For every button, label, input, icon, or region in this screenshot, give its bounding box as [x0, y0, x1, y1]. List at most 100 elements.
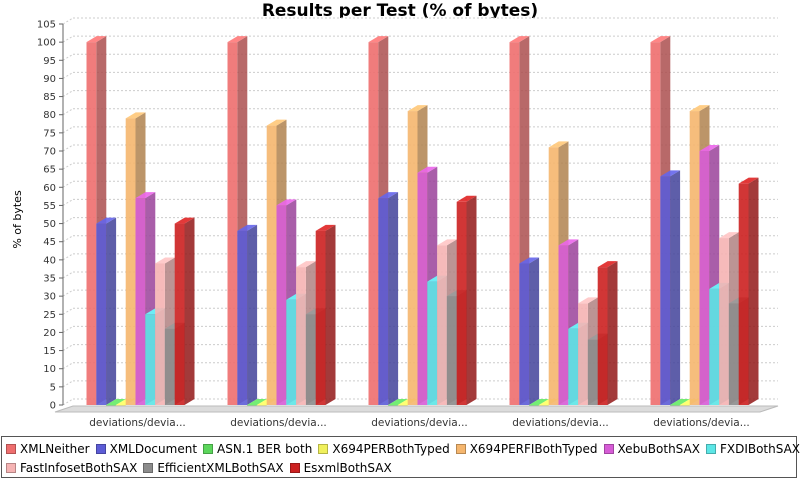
- bar-top: [660, 170, 681, 177]
- bar: [296, 267, 306, 405]
- bar-top: [689, 105, 710, 112]
- bar: [237, 230, 248, 405]
- y-tick-label: 35: [43, 274, 56, 285]
- bar: [96, 223, 107, 405]
- bar-top: [106, 399, 126, 405]
- y-tick-label: 100: [37, 38, 56, 49]
- bar-top: [650, 36, 671, 43]
- x-tick-label: deviations/devia...: [653, 417, 750, 429]
- bar-side: [106, 217, 117, 405]
- bar: [538, 405, 549, 406]
- bar-top: [719, 232, 739, 239]
- bar: [548, 147, 559, 405]
- y-tick-label: 90: [43, 74, 56, 85]
- legend-swatch: [6, 443, 16, 454]
- bar: [378, 198, 389, 405]
- bar-top: [368, 36, 389, 43]
- y-tick-label: 15: [43, 346, 56, 357]
- bar: [227, 42, 238, 406]
- legend-label: EfficientXMLBothSAX: [157, 460, 284, 475]
- legend-label: X694PERBothTyped: [332, 441, 450, 456]
- y-tick-label: 0: [50, 401, 56, 412]
- bar-top: [125, 112, 146, 119]
- y-tick-label: 80: [43, 110, 56, 121]
- bar-top: [548, 141, 569, 148]
- legend-row: FastInfosetBothSAX EfficientXMLBothSAX Esx…: [6, 458, 796, 477]
- bar-top: [378, 192, 399, 199]
- legend-swatch: [318, 443, 329, 454]
- gridline-side: [62, 380, 74, 388]
- bar: [164, 328, 175, 405]
- legend-item: ASN.1 BER both: [203, 442, 312, 456]
- chart-plot: 0 5 10 15 20 25 30 35 40 45 50 55 60 65 70 75 80 85 90 95 10…: [11, 17, 779, 429]
- bar: [728, 303, 739, 405]
- y-tick-label: 5: [50, 382, 56, 393]
- bar: [650, 42, 661, 406]
- bar: [446, 296, 457, 405]
- gridline-side: [62, 289, 74, 297]
- bar-top: [578, 297, 598, 304]
- x-tick-label: deviations/devia...: [371, 417, 468, 429]
- legend-swatch: [143, 462, 154, 473]
- bar: [125, 118, 136, 405]
- legend-item: XMLDocument: [95, 442, 197, 456]
- y-tick-label: 55: [43, 201, 56, 212]
- legend-label: ASN.1 BER both: [217, 441, 313, 456]
- bar-top: [529, 399, 549, 405]
- bar-top: [266, 119, 287, 126]
- y-tick-label: 75: [43, 128, 56, 139]
- bar-side: [388, 192, 399, 405]
- y-tick-label: 40: [43, 255, 56, 266]
- y-tick-label: 25: [43, 310, 56, 321]
- gridline-side: [62, 90, 74, 98]
- bar-top: [456, 195, 477, 202]
- gridline-side: [62, 235, 74, 243]
- legend-swatch: [6, 462, 16, 473]
- bar-top: [738, 177, 759, 184]
- legend-swatch: [455, 443, 466, 454]
- gridline-side: [62, 17, 74, 25]
- bar-top: [388, 399, 408, 405]
- legend-item: FastInfosetBothSAX: [6, 461, 137, 475]
- gridline-side: [62, 217, 74, 225]
- bar-top: [247, 399, 267, 405]
- bar: [315, 230, 326, 405]
- legend-row: XMLNeither XMLDocument ASN.1 BER both X694P…: [6, 439, 800, 458]
- legend-item: EsxmlBothSAX: [289, 460, 392, 475]
- bar: [578, 303, 588, 405]
- gridline-side: [62, 144, 74, 152]
- bar-top: [155, 257, 175, 264]
- x-tick-label: deviations/devia...: [512, 417, 609, 429]
- bar-side: [466, 195, 477, 405]
- y-axis-label: % of bytes: [11, 190, 24, 249]
- bar: [247, 405, 257, 406]
- legend-label: X694PERFIBothTyped: [469, 441, 598, 456]
- y-tick-label: 45: [43, 237, 56, 248]
- y-tick-label: 65: [43, 165, 56, 176]
- bar: [660, 176, 671, 405]
- y-tick-label: 105: [37, 20, 56, 31]
- bar: [397, 405, 408, 406]
- bar-top: [417, 166, 438, 173]
- bar: [407, 111, 418, 405]
- bar-top: [597, 261, 618, 268]
- bar: [558, 245, 569, 405]
- bar: [305, 314, 316, 405]
- bar: [155, 263, 165, 405]
- bar-top: [407, 105, 428, 112]
- legend-label: EsxmlBothSAX: [303, 460, 392, 475]
- y-tick-label: 70: [43, 147, 56, 158]
- legend-swatch: [95, 443, 106, 454]
- gridline-side: [62, 71, 74, 79]
- bar: [587, 339, 598, 405]
- gridline-side: [62, 126, 74, 134]
- bar: [679, 405, 690, 406]
- y-tick-label: 50: [43, 219, 56, 230]
- gridline-side: [62, 162, 74, 170]
- bar: [115, 405, 126, 406]
- x-tick-label: deviations/devia...: [230, 417, 327, 429]
- bar-top: [519, 257, 540, 264]
- y-tick-label: 95: [43, 56, 56, 67]
- bar-top: [296, 261, 316, 268]
- legend-item: XebuBothSAX: [603, 442, 700, 456]
